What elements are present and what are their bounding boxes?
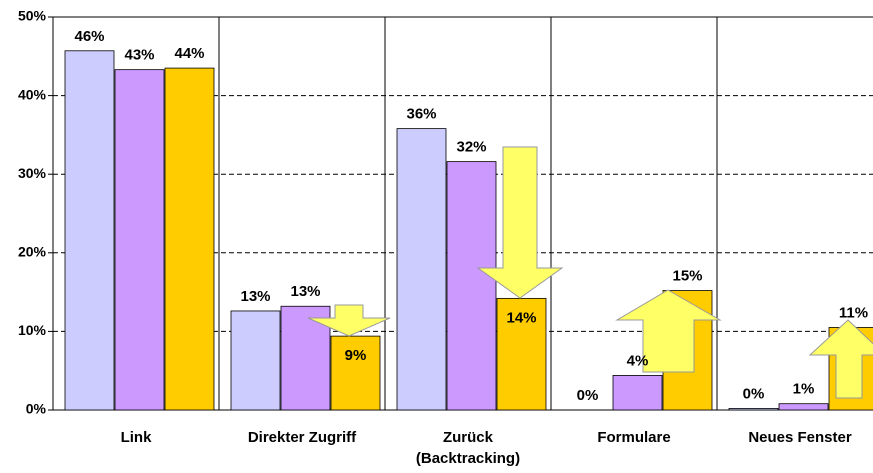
x-tick-label: Link xyxy=(120,429,152,446)
arrows xyxy=(307,146,873,399)
bar xyxy=(64,50,115,411)
value-label: 15% xyxy=(672,267,702,284)
bar xyxy=(396,128,447,411)
arrow-down xyxy=(307,304,391,337)
x-tick-label: Formulare xyxy=(597,429,671,446)
bar xyxy=(778,403,829,411)
x-tick-label: Neues Fenster xyxy=(748,429,852,446)
bar xyxy=(330,335,381,411)
x-tick-label: Direkter Zugriff xyxy=(247,429,357,446)
y-tick-label: 30% xyxy=(18,165,47,181)
bar xyxy=(230,310,281,411)
y-tick-label: 10% xyxy=(18,322,47,338)
value-label: 46% xyxy=(74,28,104,45)
x-tick-label: Zurück (Backtracking) xyxy=(415,429,521,467)
value-label: 4% xyxy=(627,352,649,369)
value-label: 13% xyxy=(290,283,320,300)
value-label: 13% xyxy=(240,288,270,305)
arrow-up xyxy=(615,289,722,373)
value-label: 11% xyxy=(839,304,868,321)
bar xyxy=(496,297,547,411)
value-label: 43% xyxy=(124,47,154,64)
value-label: 1% xyxy=(793,381,815,398)
value-label: 0% xyxy=(577,387,599,404)
value-label: 0% xyxy=(743,385,765,402)
y-tick-label: 0% xyxy=(26,401,47,417)
value-label: 36% xyxy=(406,106,436,123)
value-label: 44% xyxy=(174,45,204,62)
y-tick-label: 50% xyxy=(18,8,47,24)
value-label: 14% xyxy=(506,309,536,326)
value-label: 32% xyxy=(456,139,486,156)
bar xyxy=(114,69,165,411)
y-tick-label: 20% xyxy=(18,244,47,260)
bar xyxy=(164,67,215,411)
arrow-up xyxy=(808,319,873,399)
bar xyxy=(728,408,779,411)
bar xyxy=(612,375,663,411)
y-tick-label: 40% xyxy=(18,86,47,102)
labels: 0% 10% 20% 30% 40% 50% 46% 13% 36% 0% 0% 43% 13% 32% 4… xyxy=(18,8,868,417)
bar xyxy=(446,161,497,411)
arrow-down xyxy=(476,146,564,299)
value-label: 9% xyxy=(345,347,367,364)
